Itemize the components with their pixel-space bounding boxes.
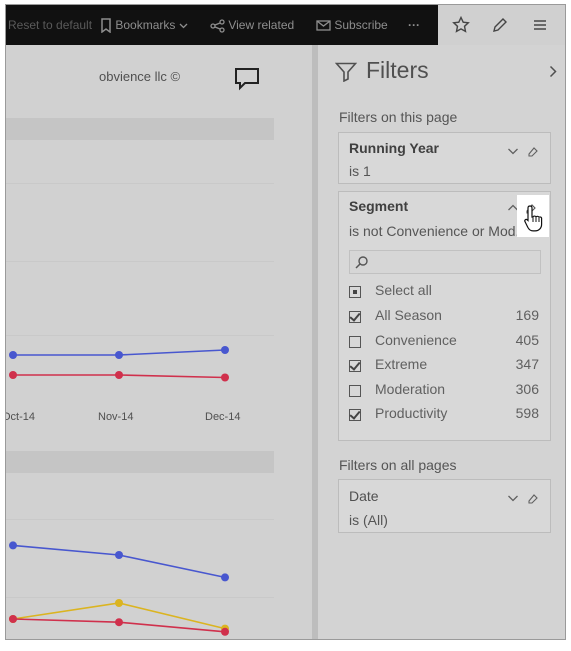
option-count: 169 — [515, 307, 539, 323]
chart2-series-3-point-Nov-14[interactable] — [115, 618, 123, 627]
option-label: Select all — [375, 282, 432, 298]
date-filter-card[interactable]: Date is (All) — [338, 479, 551, 533]
star-icon[interactable] — [452, 16, 470, 34]
filters-on-all-pages-heading: Filters on all pages — [339, 457, 457, 473]
filter-card-condition: is 1 — [349, 163, 371, 179]
chart1-series-1-point-Oct-14[interactable] — [9, 351, 17, 359]
chevron-down-icon — [179, 23, 188, 29]
segment-filter-card[interactable]: Segment is not Convenience or Mod... Sel… — [338, 191, 551, 441]
chevron-down-icon[interactable] — [507, 145, 519, 157]
chart2-series-1-point-Dec-14[interactable] — [221, 573, 229, 582]
clear-filter-button[interactable] — [517, 195, 549, 237]
menu-icon[interactable] — [531, 16, 549, 34]
more-options-button[interactable]: ··· — [408, 18, 420, 32]
collapse-pane-icon[interactable] — [549, 65, 557, 78]
checkbox-unchecked[interactable] — [349, 385, 361, 397]
chart1-series-1-point-Nov-14[interactable] — [115, 351, 123, 359]
chevron-up-icon[interactable] — [507, 202, 519, 214]
chart-header-band — [6, 451, 274, 473]
toolbar: Reset to default Bookmarks View related … — [6, 5, 438, 45]
mail-icon — [316, 20, 331, 31]
bookmarks-label: Bookmarks — [115, 18, 176, 32]
view-related-button[interactable]: View related — [210, 5, 294, 45]
gridline — [6, 519, 274, 520]
pane-divider[interactable] — [312, 45, 318, 639]
option-label: Moderation — [375, 381, 446, 397]
option-count: 306 — [515, 381, 539, 397]
segment-option-convenience[interactable]: Convenience 405 — [349, 332, 539, 354]
segment-option-moderation[interactable]: Moderation 306 — [349, 381, 539, 403]
x-tick-label: Dec-14 — [205, 411, 241, 423]
option-count: 405 — [515, 332, 539, 348]
running-year-filter-card[interactable]: Running Year is 1 — [338, 132, 551, 184]
eraser-icon[interactable] — [527, 145, 539, 157]
filters-pane: Filters Filters on this page Running Yea… — [318, 45, 565, 639]
segment-option-extreme[interactable]: Extreme 347 — [349, 356, 539, 378]
chart2-series-1-line — [12, 544, 226, 579]
chart2-series-2-point-Nov-14[interactable] — [115, 599, 123, 607]
chart1-series-1-point-Dec-14[interactable] — [221, 346, 229, 354]
checkbox-checked[interactable] — [349, 409, 361, 421]
eraser-icon[interactable] — [527, 492, 539, 504]
checkbox-checked[interactable] — [349, 311, 361, 323]
view-related-label: View related — [228, 18, 295, 32]
chart-header-band — [6, 118, 274, 140]
subscribe-label: Subscribe — [334, 18, 388, 32]
filter-card-title: Date — [349, 488, 379, 504]
option-count: 347 — [515, 356, 539, 372]
option-label: Extreme — [375, 356, 428, 372]
filter-card-title: Running Year — [349, 140, 439, 156]
filter-icon — [335, 62, 357, 82]
reset-to-default-button[interactable]: Reset to default — [8, 18, 93, 32]
chevron-down-icon[interactable] — [507, 492, 519, 504]
filter-card-condition: is not Convenience or Mod... — [349, 223, 528, 239]
bookmark-icon — [101, 18, 111, 34]
edit-icon[interactable] — [491, 16, 509, 34]
bookmarks-button[interactable]: Bookmarks — [100, 5, 188, 45]
search-icon — [355, 256, 368, 269]
comment-icon[interactable] — [234, 67, 260, 91]
app-window: Reset to default Bookmarks View related … — [5, 4, 566, 640]
segment-option-productivity[interactable]: Productivity 598 — [349, 405, 539, 427]
chart2-series-1-point-Oct-14[interactable] — [9, 541, 17, 550]
option-count: 598 — [515, 405, 539, 421]
hand-cursor-icon — [524, 205, 543, 232]
filters-title: Filters — [366, 57, 429, 83]
filters-on-this-page-heading: Filters on this page — [339, 109, 458, 125]
checkbox-partial[interactable] — [349, 286, 361, 298]
chart2-series-3-point-Oct-14[interactable] — [9, 615, 17, 623]
option-label: All Season — [375, 307, 442, 323]
gridline — [6, 597, 274, 598]
gridline — [6, 261, 274, 262]
segment-option-all-season[interactable]: All Season 169 — [349, 307, 539, 329]
subscribe-button[interactable]: Subscribe — [316, 5, 388, 45]
option-label: Convenience — [375, 332, 457, 348]
line-charts — [9, 346, 229, 636]
chart2-series-3-point-Dec-14[interactable] — [221, 627, 229, 636]
chart1-series-2-point-Oct-14[interactable] — [9, 371, 17, 379]
report-canvas: obvience llc © Oct-14 Nov-14 Dec-14 — [5, 45, 312, 639]
brand-label: obvience llc © — [99, 69, 181, 84]
filter-card-condition: is (All) — [349, 512, 388, 528]
option-label: Productivity — [375, 405, 448, 421]
x-tick-label: Nov-14 — [98, 411, 134, 423]
checkbox-checked[interactable] — [349, 360, 361, 372]
toolbar-actions — [438, 5, 565, 45]
segment-search-input[interactable] — [349, 250, 541, 274]
x-tick-label: Oct-14 — [5, 411, 36, 423]
gridline — [6, 335, 274, 336]
checkbox-unchecked[interactable] — [349, 336, 361, 348]
filter-card-title: Segment — [349, 198, 409, 214]
chart1-series-2-point-Dec-14[interactable] — [221, 373, 229, 382]
share-icon — [210, 19, 225, 33]
gridline — [6, 183, 274, 184]
chart1-series-2-point-Nov-14[interactable] — [115, 371, 123, 379]
select-all-option[interactable]: Select all — [349, 282, 539, 304]
chart2-series-1-point-Nov-14[interactable] — [115, 551, 123, 559]
